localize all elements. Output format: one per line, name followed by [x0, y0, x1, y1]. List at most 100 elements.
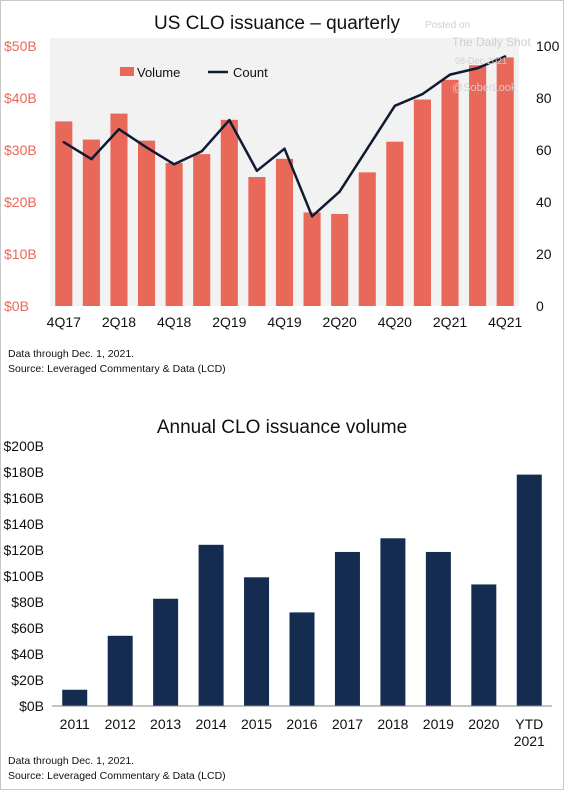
quarterly-x-tick-2q19: 2Q19 — [212, 314, 246, 330]
annual-y-tick: $20B — [11, 672, 44, 688]
quarterly-bar-2q20 — [331, 213, 349, 306]
annual-x-tick-2014: 2014 — [196, 716, 227, 732]
quarterly-count-point-2q18 — [117, 128, 121, 131]
annual-x-tick-2017: 2017 — [332, 716, 363, 732]
quarterly-count-point-4q19 — [283, 147, 286, 150]
watermark-handle: @SoberLook — [452, 82, 517, 94]
legend-count-label: Count — [233, 65, 268, 80]
quarterly-y-left-tick: $30B — [4, 142, 37, 158]
quarterly-bar-1q20 — [303, 212, 321, 306]
quarterly-y-right-tick: 80 — [536, 90, 552, 106]
annual-x-tick-2016: 2016 — [286, 716, 317, 732]
quarterly-y-left-tick: $20B — [4, 194, 37, 210]
quarterly-x-tick-2q18: 2Q18 — [102, 314, 136, 330]
annual-y-tick: $180B — [4, 464, 44, 480]
quarterly-legend: Volume Count — [120, 65, 268, 80]
quarterly-count-point-2q19 — [228, 118, 231, 122]
quarterly-bar-3q20 — [358, 172, 376, 306]
quarterly-count-point-3q18 — [145, 146, 148, 149]
annual-bar-2015 — [244, 577, 270, 706]
annual-note-data-through: Data through Dec. 1, 2021. — [8, 755, 135, 767]
quarterly-count-point-4q18 — [172, 163, 176, 166]
quarterly-x-tick-4q17: 4Q17 — [47, 314, 81, 330]
quarterly-x-tick-4q20: 4Q20 — [378, 314, 412, 330]
quarterly-count-point-4q20 — [393, 104, 397, 108]
quarterly-y-left-tick: $40B — [4, 90, 37, 106]
legend-volume-label: Volume — [137, 65, 180, 80]
quarterly-count-point-3q20 — [366, 147, 369, 150]
quarterly-count-point-1q18 — [90, 157, 93, 161]
annual-y-tick: $60B — [11, 620, 44, 636]
annual-x-tick-2012: 2012 — [105, 716, 136, 732]
annual-x-tick-2013: 2013 — [150, 716, 181, 732]
annual-x-tick-2015: 2015 — [241, 716, 272, 732]
quarterly-bar-4q17 — [55, 121, 73, 307]
annual-chart-title: Annual CLO issuance volume — [157, 417, 407, 438]
annual-y-tick: $200B — [4, 438, 44, 454]
annual-bar-2013 — [153, 598, 179, 706]
quarterly-count-point-1q19 — [200, 150, 203, 153]
quarterly-bar-2q18 — [110, 113, 128, 306]
annual-bar-ytd-2021 — [516, 474, 542, 706]
quarterly-count-point-2q21 — [448, 73, 452, 76]
annual-y-tick: $140B — [4, 516, 44, 532]
quarterly-note-data-through: Data through Dec. 1, 2021. — [8, 348, 135, 360]
quarterly-bar-1q18 — [82, 139, 100, 306]
legend-volume-swatch — [120, 67, 134, 76]
quarterly-bar-2q21 — [441, 79, 459, 306]
quarterly-note-source: Source: Leveraged Commentary & Data (LCD… — [8, 363, 226, 375]
quarterly-count-point-4q21 — [504, 55, 507, 58]
quarterly-count-point-3q19 — [255, 169, 259, 172]
watermark-date: 08-Dec-2021 — [455, 56, 508, 66]
quarterly-x-tick-4q19: 4Q19 — [267, 314, 301, 330]
quarterly-count-point-3q21 — [476, 66, 479, 70]
quarterly-y-right-tick: 60 — [536, 142, 552, 158]
quarterly-y-right-tick: 100 — [536, 38, 560, 54]
quarterly-bar-3q19 — [248, 177, 266, 306]
quarterly-bar-4q19 — [275, 158, 294, 306]
annual-x-tick-2019: 2019 — [423, 716, 454, 732]
quarterly-y-right-tick: 40 — [536, 194, 552, 210]
annual-bar-2012 — [107, 635, 133, 706]
quarterly-bar-4q20 — [386, 141, 404, 306]
annual-y-tick: $80B — [11, 594, 44, 610]
quarterly-x-tick-4q21: 4Q21 — [488, 314, 522, 330]
quarterly-y-right-tick: 20 — [536, 246, 552, 262]
annual-x-tick-2011: 2011 — [60, 716, 90, 732]
annual-y-tick: $100B — [4, 568, 44, 584]
quarterly-bar-1q19 — [193, 154, 211, 306]
annual-y-tick: $160B — [4, 490, 44, 506]
annual-bar-2019 — [425, 551, 451, 706]
annual-y-tick: $40B — [11, 646, 44, 662]
quarterly-bar-3q21 — [469, 65, 487, 307]
watermark-daily-shot: The Daily Shot — [452, 35, 531, 49]
quarterly-x-tick-2q21: 2Q21 — [433, 314, 467, 330]
annual-bar-2017 — [334, 551, 360, 706]
quarterly-y-left-tick: $0B — [4, 298, 29, 314]
annual-y-tick: $0B — [19, 698, 44, 714]
quarterly-count-point-1q20 — [310, 215, 314, 218]
quarterly-bar-4q21 — [496, 57, 514, 306]
annual-x-tick-ytd-2021: YTD 2021 — [514, 716, 545, 749]
quarterly-x-tick-2q20: 2Q20 — [323, 314, 357, 330]
quarterly-x-tick-4q18: 4Q18 — [157, 314, 191, 330]
quarterly-chart-title: US CLO issuance – quarterly — [154, 13, 401, 34]
watermark-posted-on: Posted on — [425, 20, 471, 31]
annual-x-tick-2018: 2018 — [377, 716, 408, 732]
annual-x-tick-2020: 2020 — [468, 716, 499, 732]
quarterly-count-point-2q20 — [338, 190, 341, 193]
quarterly-bar-3q18 — [138, 140, 156, 306]
quarterly-count-point-4q17 — [62, 141, 65, 144]
annual-y-tick: $120B — [4, 542, 44, 558]
annual-bar-2016 — [289, 612, 315, 706]
quarterly-y-right-tick: 0 — [536, 298, 544, 314]
annual-bar-2020 — [471, 584, 497, 706]
quarterly-bar-1q21 — [413, 99, 431, 306]
quarterly-bar-4q18 — [165, 163, 183, 306]
quarterly-count-point-1q21 — [421, 92, 424, 96]
annual-bar-2018 — [380, 538, 406, 706]
annual-bar-2014 — [198, 544, 224, 706]
quarterly-y-left-tick: $50B — [4, 38, 37, 54]
quarterly-y-left-tick: $10B — [4, 246, 37, 262]
